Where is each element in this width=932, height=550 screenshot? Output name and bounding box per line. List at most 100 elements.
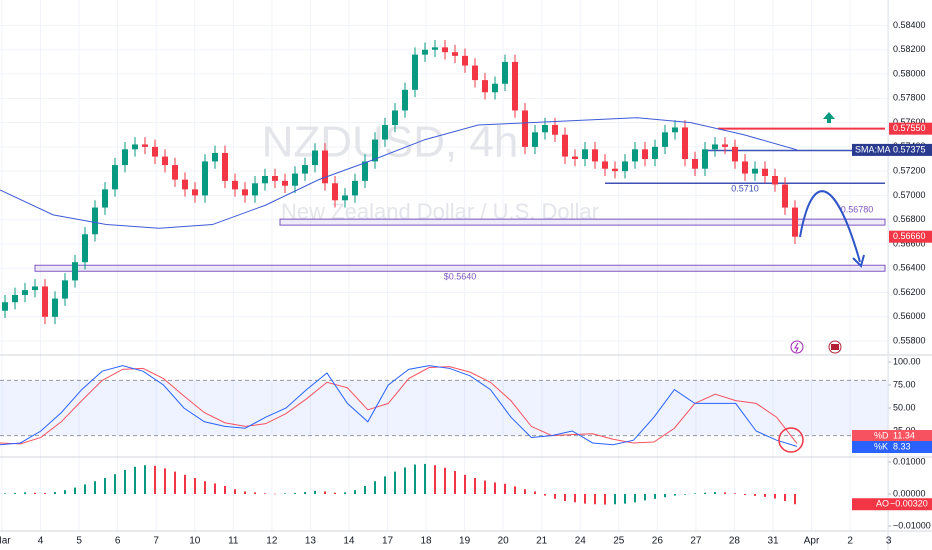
price-tag-text: AO	[876, 499, 889, 509]
ao-bar	[204, 481, 206, 494]
level-label: $0.5640	[444, 271, 477, 281]
y-tick-label: 0.56200	[893, 287, 926, 297]
ao-bar	[294, 493, 296, 494]
ao-bar	[414, 464, 416, 494]
candle-body	[412, 54, 418, 90]
event-icon[interactable]	[790, 340, 804, 354]
candle-body	[622, 161, 628, 172]
ao-bar	[544, 494, 546, 496]
price-tag	[852, 143, 932, 156]
ao-bar	[94, 481, 96, 494]
x-tick-label: 6	[115, 536, 121, 547]
ao-bar	[134, 466, 136, 494]
candle-body	[192, 189, 198, 196]
axes: Mar 4 5 6 7 10 11 12 13 14 17 18 19 20 21 24 25 26 27 28 31 A…	[0, 20, 932, 547]
candle-body	[92, 207, 98, 235]
arrow-head	[852, 254, 865, 268]
candle-body	[742, 161, 748, 174]
ma-line	[0, 117, 798, 229]
ao-bar	[164, 468, 166, 494]
ao-bar	[84, 484, 86, 494]
x-tick-label: 19	[459, 536, 471, 547]
candle-body	[522, 110, 528, 147]
ao-bar	[444, 467, 446, 494]
candle-body	[542, 125, 548, 133]
level-label: 0.56780	[841, 204, 874, 214]
candle-body	[122, 149, 128, 166]
candle-body	[62, 280, 68, 299]
x-tick-label: 5	[76, 536, 82, 547]
ao-bar	[754, 494, 756, 496]
watermark-description: New Zealand Dollar / U.S. Dollar	[281, 199, 599, 224]
ao-bar	[224, 486, 226, 494]
x-tick-label: 27	[690, 536, 702, 547]
candle-body	[282, 180, 288, 186]
candle-body	[222, 152, 228, 181]
ao-bar	[34, 492, 36, 494]
y-tick-label: 0.56000	[893, 311, 926, 321]
ao-bar	[14, 493, 16, 494]
candle-body	[342, 195, 348, 201]
price-tag-text: 0.56660	[893, 231, 926, 241]
candle-body	[232, 180, 238, 190]
candle-body	[502, 61, 508, 84]
ao-bar	[24, 492, 26, 494]
candle-body	[652, 146, 658, 160]
ao-bar	[654, 494, 656, 499]
ao-bar	[394, 471, 396, 494]
flag-stripes	[831, 344, 839, 350]
x-tick-label: 13	[305, 536, 317, 547]
candle-body	[752, 168, 758, 174]
plot: 0.5710 0.56780 $0.5640	[0, 40, 888, 505]
y-tick-label: 0.56600	[893, 238, 926, 248]
price-tag-text: 8.33	[893, 441, 911, 451]
candle-body	[692, 159, 698, 169]
x-tick-label: 24	[575, 536, 587, 547]
ao-bar	[604, 494, 606, 505]
y-tick-label: 50.00	[893, 402, 916, 412]
ao-bar	[554, 494, 556, 499]
candle-body	[142, 144, 148, 147]
candle-body	[162, 156, 168, 166]
y-tick-label: 0.55800	[893, 335, 926, 345]
ao-bar	[504, 483, 506, 494]
ao-bar	[494, 482, 496, 494]
candle-body	[352, 180, 358, 196]
y-tick-label: 75.00	[893, 379, 916, 389]
x-tick-label: Apr	[804, 536, 820, 547]
price-tag-text: 11.34	[893, 430, 915, 440]
candle-body	[52, 298, 58, 317]
candle-body	[572, 156, 578, 160]
ao-bar	[124, 470, 126, 494]
x-tick-label: 10	[189, 536, 201, 547]
candle-body	[442, 47, 448, 53]
level-zone	[34, 264, 886, 272]
x-tick-label: 26	[652, 536, 664, 547]
candle-body	[372, 139, 378, 162]
ao-bar	[264, 493, 266, 494]
y-tick-label: 0.58000	[893, 68, 926, 78]
candle-body	[492, 83, 498, 93]
ao-bar	[734, 493, 736, 494]
ao-bar	[114, 474, 116, 494]
candle-body	[532, 132, 538, 147]
ao-bar	[244, 491, 246, 494]
ao-bar	[144, 465, 146, 494]
candle-body	[452, 52, 458, 56]
ao-bar	[304, 492, 306, 494]
ao-bar	[674, 494, 676, 496]
candle-body	[562, 134, 568, 157]
stoch-line	[0, 365, 798, 447]
ao-bar	[364, 486, 366, 494]
price-tag-text: %D	[874, 430, 889, 440]
candle-body	[462, 55, 468, 66]
x-tick-label: 17	[382, 536, 394, 547]
candle-body	[432, 47, 438, 50]
ao-bar	[424, 463, 426, 494]
ao-bar	[374, 481, 376, 494]
candle-body	[632, 149, 638, 162]
candle-body	[602, 161, 608, 169]
x-tick-label: 28	[729, 536, 741, 547]
x-tick-label: Mar	[0, 536, 11, 547]
